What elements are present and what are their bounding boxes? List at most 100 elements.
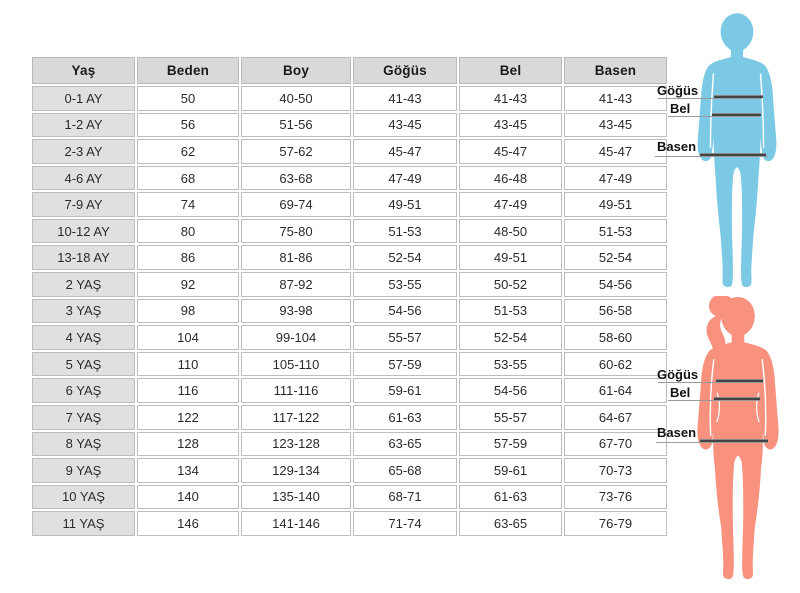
value-cell: 70-73 bbox=[564, 458, 667, 483]
value-cell: 45-47 bbox=[564, 139, 667, 164]
value-cell: 41-43 bbox=[564, 86, 667, 111]
value-cell: 74 bbox=[137, 192, 239, 217]
table-row: 7 YAŞ 122 117-122 61-63 55-57 64-67 bbox=[32, 404, 667, 430]
value-cell: 64-67 bbox=[564, 404, 667, 430]
value-cell: 41-43 bbox=[459, 86, 562, 111]
value-cell: 73-76 bbox=[564, 484, 667, 510]
column-header: Göğüs bbox=[353, 57, 457, 84]
girl-waist-label: Bel bbox=[670, 385, 691, 400]
value-cell: 104 bbox=[137, 325, 239, 350]
value-cell: 58-60 bbox=[564, 325, 667, 350]
girl-hip-leader-line bbox=[656, 442, 768, 443]
boy-chest-leader-line bbox=[658, 98, 762, 99]
value-cell: 76-79 bbox=[564, 511, 667, 536]
age-cell: 7 YAŞ bbox=[32, 404, 135, 430]
value-cell: 55-57 bbox=[459, 404, 562, 430]
girl-hip-measure-line bbox=[700, 439, 768, 442]
age-cell: 11 YAŞ bbox=[32, 511, 135, 536]
age-cell: 4 YAŞ bbox=[32, 325, 135, 350]
age-cell: 2 YAŞ bbox=[32, 272, 135, 297]
table-row: 7-9 AY 74 69-74 49-51 47-49 49-51 bbox=[32, 192, 667, 217]
table-row: 3 YAŞ 98 93-98 54-56 51-53 56-58 bbox=[32, 298, 667, 324]
value-cell: 87-92 bbox=[241, 272, 351, 297]
table-row: 10 YAŞ 140 135-140 68-71 61-63 73-76 bbox=[32, 484, 667, 510]
boy-arm-separation-right bbox=[759, 73, 765, 148]
value-cell: 53-55 bbox=[459, 351, 562, 377]
value-cell: 54-56 bbox=[459, 378, 562, 403]
value-cell: 43-45 bbox=[564, 112, 667, 138]
value-cell: 43-45 bbox=[459, 112, 562, 138]
girl-arm-separation-left bbox=[709, 358, 715, 436]
value-cell: 49-51 bbox=[459, 245, 562, 271]
girl-arm-separation-right bbox=[761, 358, 767, 436]
value-cell: 51-53 bbox=[564, 218, 667, 244]
value-cell: 54-56 bbox=[564, 272, 667, 297]
boy-chest-measure-line bbox=[714, 95, 763, 98]
girl-waist-leader-line bbox=[668, 400, 760, 401]
column-header: Beden bbox=[137, 57, 239, 84]
boy-waist-label: Bel bbox=[670, 101, 691, 116]
column-header: Boy bbox=[241, 57, 351, 84]
value-cell: 52-54 bbox=[564, 245, 667, 271]
girl-chest-label: Göğüs bbox=[657, 367, 699, 382]
value-cell: 56 bbox=[137, 112, 239, 138]
value-cell: 52-54 bbox=[353, 245, 457, 271]
value-cell: 63-65 bbox=[353, 431, 457, 457]
boy-hip-leader-line bbox=[655, 156, 768, 157]
value-cell: 80 bbox=[137, 218, 239, 244]
boy-silhouette bbox=[697, 13, 777, 288]
value-cell: 65-68 bbox=[353, 458, 457, 483]
value-cell: 69-74 bbox=[241, 192, 351, 217]
value-cell: 135-140 bbox=[241, 484, 351, 510]
table-row: 9 YAŞ 134 129-134 65-68 59-61 70-73 bbox=[32, 458, 667, 483]
value-cell: 49-51 bbox=[564, 192, 667, 217]
value-cell: 47-49 bbox=[459, 192, 562, 217]
value-cell: 50-52 bbox=[459, 272, 562, 297]
age-cell: 9 YAŞ bbox=[32, 458, 135, 483]
value-cell: 46-48 bbox=[459, 165, 562, 191]
value-cell: 86 bbox=[137, 245, 239, 271]
value-cell: 49-51 bbox=[353, 192, 457, 217]
value-cell: 47-49 bbox=[564, 165, 667, 191]
value-cell: 40-50 bbox=[241, 86, 351, 111]
value-cell: 110 bbox=[137, 351, 239, 377]
value-cell: 134 bbox=[137, 458, 239, 483]
table-row: 4-6 AY 68 63-68 47-49 46-48 47-49 bbox=[32, 165, 667, 191]
age-cell: 5 YAŞ bbox=[32, 351, 135, 377]
value-cell: 123-128 bbox=[241, 431, 351, 457]
girl-waist-highlight-right bbox=[756, 392, 760, 423]
value-cell: 45-47 bbox=[353, 139, 457, 164]
value-cell: 57-62 bbox=[241, 139, 351, 164]
value-cell: 50 bbox=[137, 86, 239, 111]
header-row: Yaş Beden Boy Göğüs Bel Basen bbox=[32, 57, 667, 84]
age-cell: 8 YAŞ bbox=[32, 431, 135, 457]
value-cell: 117-122 bbox=[241, 404, 351, 430]
age-cell: 6 YAŞ bbox=[32, 378, 135, 403]
age-cell: 10-12 AY bbox=[32, 218, 135, 244]
table-row: 1-2 AY 56 51-56 43-45 43-45 43-45 bbox=[32, 112, 667, 138]
girl-chest-leader-line bbox=[658, 382, 763, 383]
value-cell: 61-63 bbox=[459, 484, 562, 510]
value-cell: 111-116 bbox=[241, 378, 351, 403]
value-cell: 57-59 bbox=[459, 431, 562, 457]
age-cell: 1-2 AY bbox=[32, 112, 135, 138]
table-row: 10-12 AY 80 75-80 51-53 48-50 51-53 bbox=[32, 218, 667, 244]
value-cell: 122 bbox=[137, 404, 239, 430]
value-cell: 128 bbox=[137, 431, 239, 457]
boy-waist-leader-line bbox=[668, 116, 760, 117]
table-row: 2 YAŞ 92 87-92 53-55 50-52 54-56 bbox=[32, 272, 667, 297]
value-cell: 47-49 bbox=[353, 165, 457, 191]
value-cell: 99-104 bbox=[241, 325, 351, 350]
age-cell: 2-3 AY bbox=[32, 139, 135, 164]
value-cell: 55-57 bbox=[353, 325, 457, 350]
value-cell: 59-61 bbox=[353, 378, 457, 403]
value-cell: 57-59 bbox=[353, 351, 457, 377]
girl-body-path bbox=[697, 297, 779, 580]
table-row: 4 YAŞ 104 99-104 55-57 52-54 58-60 bbox=[32, 325, 667, 350]
table-row: 11 YAŞ 146 141-146 71-74 63-65 76-79 bbox=[32, 511, 667, 536]
value-cell: 59-61 bbox=[459, 458, 562, 483]
girl-silhouette bbox=[697, 296, 779, 580]
value-cell: 62 bbox=[137, 139, 239, 164]
value-cell: 48-50 bbox=[459, 218, 562, 244]
